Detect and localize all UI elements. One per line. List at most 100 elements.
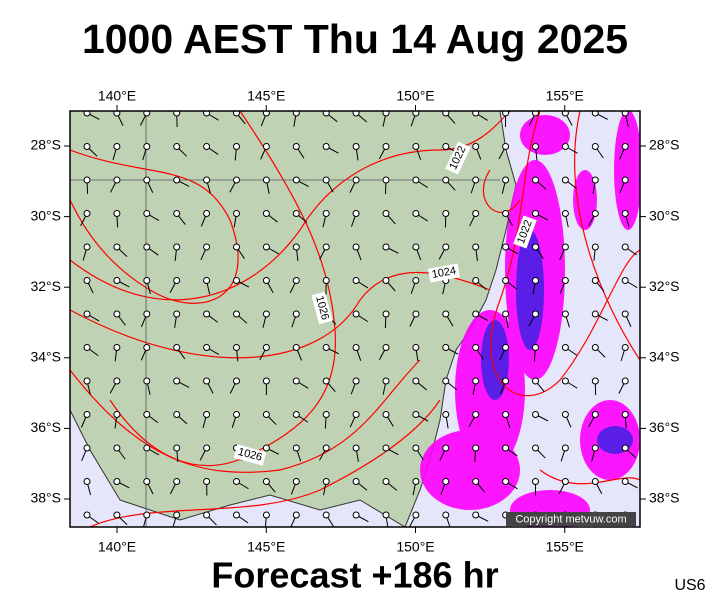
wind-barb-station (322, 143, 330, 150)
wind-barb-station (472, 210, 480, 217)
wind-barb-station (621, 277, 629, 284)
wind-barb-station (502, 176, 510, 184)
lon-tick-label: 140°E (98, 88, 136, 104)
wind-barb-station (621, 310, 629, 318)
isobar (490, 111, 640, 397)
wind-barb-station (412, 111, 420, 117)
wind-barb-station (412, 210, 420, 217)
wind-barb-station (203, 444, 211, 452)
wind-barb-station (442, 411, 450, 418)
wind-barb-station (322, 176, 330, 184)
lon-tick-label: 150°E (396, 539, 434, 555)
wind-barb-station (412, 411, 420, 418)
wind-barb-station (352, 210, 360, 217)
lon-tick-label: 150°E (396, 88, 434, 104)
wind-barb-station (113, 411, 121, 418)
wind-barb-station (322, 411, 330, 418)
wind-barb-station (591, 444, 599, 452)
forecast-label: Forecast +186 hr (211, 555, 498, 596)
wind-barb-station (113, 176, 121, 184)
wind-barb-station (412, 243, 420, 251)
wind-barb-station (382, 344, 390, 351)
lat-tick-label: 32°S (649, 278, 680, 294)
wind-barb-station (502, 344, 510, 351)
wind-barb-station (83, 310, 91, 318)
wind-barb-station (322, 344, 330, 351)
wind-barb-station (173, 176, 181, 184)
wind-barb-station (292, 310, 300, 318)
wind-barb-station (561, 243, 569, 251)
wind-barb-station (113, 377, 121, 385)
wind-barb-station (591, 143, 599, 150)
wind-barb-station (502, 210, 510, 217)
wind-barb-station (382, 377, 390, 385)
wind-barb-station (262, 377, 270, 385)
wind-barb-station (621, 176, 629, 184)
wind-barb-station (412, 344, 420, 351)
wind-barb-station (412, 377, 420, 385)
lat-tick-label: 36°S (649, 419, 680, 435)
wind-barb-station (203, 243, 211, 251)
lon-tick-label: 145°E (247, 539, 285, 555)
wind-barb-station (322, 277, 330, 284)
wind-barb-station (561, 143, 569, 150)
wind-barb-station (203, 210, 211, 217)
wind-barb-station (203, 143, 211, 150)
wind-barb-station (352, 411, 360, 418)
lat-tick-label: 30°S (649, 207, 680, 223)
wind-barb-station (173, 377, 181, 385)
wind-barb-station (442, 444, 450, 452)
wind-barb-station (233, 310, 240, 318)
wind-barb-station (472, 344, 480, 351)
wind-barb-station (382, 478, 390, 485)
wind-barb-station (472, 176, 480, 184)
wind-barb-station (591, 310, 599, 318)
wind-barb-station (292, 176, 300, 184)
wind-barb-station (442, 511, 450, 519)
wind-barb-station (532, 143, 539, 150)
wind-barb-station (412, 310, 420, 318)
lon-tick-label: 140°E (98, 539, 136, 555)
wind-barb-station (322, 111, 330, 117)
wind-barb-station (173, 111, 181, 117)
rain-area (614, 111, 640, 230)
wind-barb-station (382, 277, 390, 284)
wind-barb-station (262, 344, 270, 351)
wind-barb-station (113, 143, 121, 150)
wind-barb-station (502, 411, 510, 418)
wind-barb-station (143, 444, 151, 452)
wind-barb-station (442, 377, 450, 385)
wind-barb-station (292, 411, 300, 418)
wind-barb-station (203, 411, 211, 418)
copyright: Copyright metvuw.com (515, 513, 626, 525)
wind-barb-station (442, 111, 450, 117)
wind-barb-station (382, 210, 390, 217)
lat-tick-label: 34°S (649, 349, 680, 365)
wind-barb-station (352, 277, 360, 284)
wind-barb-station (292, 511, 300, 519)
rain-area (520, 115, 570, 155)
lon-tick-label: 155°E (546, 539, 584, 555)
isobar-value: 1024 (431, 265, 457, 281)
wind-barb-station (83, 210, 91, 217)
wind-barb-station (173, 210, 181, 217)
wind-barb-station (143, 143, 151, 150)
wind-barb-station (502, 444, 510, 452)
wind-barb-station (233, 143, 240, 150)
rain-core (481, 320, 509, 400)
isobar (70, 149, 239, 304)
wind-barb-station (173, 243, 181, 251)
wind-barb-station (621, 111, 629, 117)
wind-barb-station (233, 478, 240, 485)
wind-barb-station (621, 210, 629, 217)
wind-barb-station (262, 310, 270, 318)
wind-barb-station (472, 511, 480, 519)
wind-barb-station (292, 344, 300, 351)
wind-barb-station (442, 143, 450, 150)
wind-barb-station (203, 111, 211, 117)
wind-barb-station (561, 277, 569, 284)
lon-tick-label: 155°E (546, 88, 584, 104)
wind-barb-station (143, 210, 151, 217)
wind-barb-station (83, 377, 91, 385)
wind-barb-station (442, 344, 450, 351)
